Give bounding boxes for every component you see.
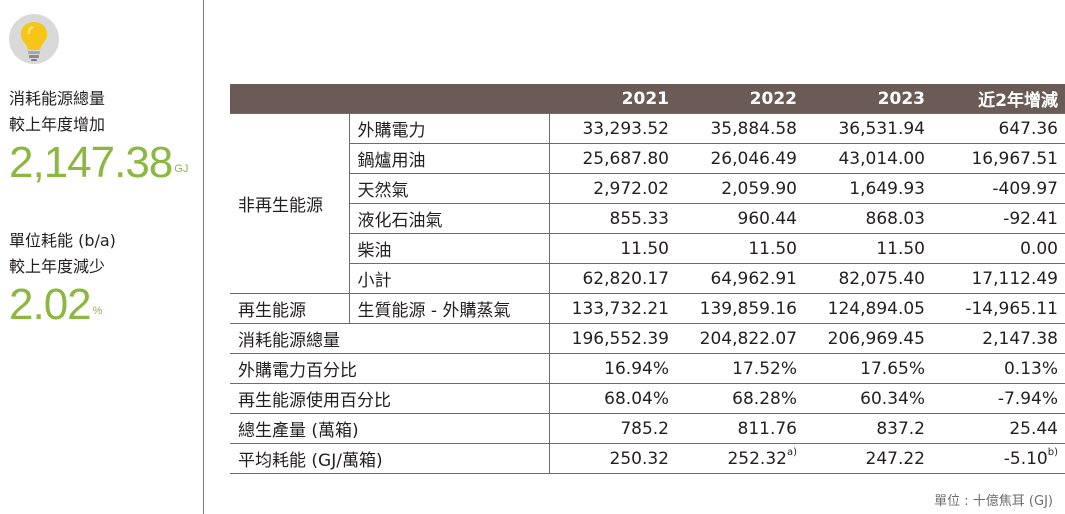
cell-2021: 855.33: [549, 203, 677, 234]
cell-2023: 868.03: [805, 203, 933, 234]
cell-2021: 11.50: [549, 233, 677, 264]
cell-value: 252.32: [727, 448, 787, 469]
row-label: 再生能源使用百分比: [230, 383, 550, 414]
energy-total-unit: GJ: [174, 163, 189, 175]
row-label: 液化石油氣: [349, 203, 550, 234]
table-row: 小計 62,820.17 64,962.91 82,075.40 17,112.…: [230, 263, 1065, 294]
cell-2021: 785.2: [549, 413, 677, 444]
table-row: 平均耗能 (GJ/萬箱) 250.32 252.32a) 247.22 -5.1…: [230, 443, 1065, 474]
energy-total-label: 消耗能源總量 較上年度增加: [9, 89, 106, 134]
cell-2022: 17.52%: [677, 353, 805, 384]
cell-change: -14,965.11: [933, 293, 1065, 324]
header-2023: 2023: [805, 84, 933, 114]
cell-2021: 133,732.21: [549, 293, 677, 324]
row-label: 消耗能源總量: [230, 323, 550, 354]
cell-2023: 837.2: [805, 413, 933, 444]
cell-2023: 247.22: [805, 443, 933, 474]
sidebar-panel: 消耗能源總量 較上年度增加 2,147.38 GJ 單位耗能 (b/a) 較上年度…: [0, 0, 204, 514]
table-row: 總生產量 (萬箱) 785.2 811.76 837.2 25.44: [230, 413, 1065, 444]
header-blank-1: [230, 84, 349, 114]
row-label: 平均耗能 (GJ/萬箱): [230, 443, 550, 474]
cell-value: -5.10: [1003, 448, 1048, 469]
footnote-marker: b): [1047, 446, 1058, 458]
cell-2023: 11.50: [805, 233, 933, 264]
row-label: 生質能源 - 外購蒸氣: [349, 293, 550, 324]
table-row: 柴油 11.50 11.50 11.50 0.00: [230, 233, 1065, 264]
cell-2022: 26,046.49: [677, 143, 805, 174]
cell-2022: 11.50: [677, 233, 805, 264]
cell-2022: 139,859.16: [677, 293, 805, 324]
cell-change: -7.94%: [933, 383, 1065, 414]
energy-table: 2021 2022 2023 近2年增減 非再生能源 外購電力 33,293.5…: [230, 84, 1065, 474]
header-blank-2: [349, 84, 549, 114]
cell-change: 0.13%: [933, 353, 1065, 384]
cell-2022: 204,822.07: [677, 323, 805, 354]
row-label: 天然氣: [349, 173, 550, 204]
row-label: 柴油: [349, 233, 550, 264]
row-label: 外購電力百分比: [230, 353, 550, 384]
unit-energy-unit: %: [92, 305, 103, 317]
cell-2023: 206,969.45: [805, 323, 933, 354]
cell-2021: 62,820.17: [549, 263, 677, 294]
cell-2023: 60.34%: [805, 383, 933, 414]
row-label: 小計: [349, 263, 550, 294]
cell-2023: 36,531.94: [805, 113, 933, 144]
row-label: 鍋爐用油: [349, 143, 550, 174]
energy-total-value: 2,147.38 GJ: [9, 138, 189, 187]
table-header-row: 2021 2022 2023 近2年增減: [230, 84, 1065, 114]
cell-2023: 124,894.05: [805, 293, 933, 324]
table-row: 再生能源 生質能源 - 外購蒸氣 133,732.21 139,859.16 1…: [230, 293, 1065, 324]
cell-change: 0.00: [933, 233, 1065, 264]
row-label: 總生產量 (萬箱): [230, 413, 550, 444]
unit-energy-label: 單位耗能 (b/a) 較上年度減少: [9, 231, 116, 276]
cell-2022: 2,059.90: [677, 173, 805, 204]
cell-2022: 960.44: [677, 203, 805, 234]
cell-2023: 43,014.00: [805, 143, 933, 174]
cell-change: -5.10b): [933, 443, 1065, 474]
cell-2021: 196,552.39: [549, 323, 677, 354]
cell-2023: 1,649.93: [805, 173, 933, 204]
table-row: 再生能源使用百分比 68.04% 68.28% 60.34% -7.94%: [230, 383, 1065, 414]
cell-2021: 16.94%: [549, 353, 677, 384]
cell-2022: 35,884.58: [677, 113, 805, 144]
renewable-group-label: 再生能源: [230, 293, 350, 324]
unit-energy-value: 2.02%: [9, 280, 103, 329]
table-row: 消耗能源總量 196,552.39 204,822.07 206,969.45 …: [230, 323, 1065, 354]
cell-change: 2,147.38: [933, 323, 1065, 354]
cell-change: 647.36: [933, 113, 1065, 144]
cell-change: 17,112.49: [933, 263, 1065, 294]
header-2022: 2022: [677, 84, 805, 114]
cell-change: 25.44: [933, 413, 1065, 444]
header-2021: 2021: [549, 84, 677, 114]
cell-2022: 68.28%: [677, 383, 805, 414]
header-change: 近2年增減: [933, 84, 1065, 114]
table-row: 天然氣 2,972.02 2,059.90 1,649.93 -409.97: [230, 173, 1065, 204]
table-row: 非再生能源 外購電力 33,293.52 35,884.58 36,531.94…: [230, 113, 1065, 294]
cell-change: -409.97: [933, 173, 1065, 204]
unit-note: 單位 : 十億焦耳 (GJ): [934, 494, 1053, 509]
cell-2021: 25,687.80: [549, 143, 677, 174]
cell-2021: 250.32: [549, 443, 677, 474]
cell-2021: 33,293.52: [549, 113, 677, 144]
table-row: 鍋爐用油 25,687.80 26,046.49 43,014.00 16,96…: [230, 143, 1065, 174]
cell-2022: 252.32a): [677, 443, 805, 474]
table-row: 液化石油氣 855.33 960.44 868.03 -92.41: [230, 203, 1065, 234]
row-label: 外購電力: [349, 113, 550, 144]
lightbulb-icon: [9, 14, 59, 64]
footnote-marker: a): [786, 446, 797, 458]
cell-2022: 811.76: [677, 413, 805, 444]
cell-2023: 82,075.40: [805, 263, 933, 294]
cell-2022: 64,962.91: [677, 263, 805, 294]
nonrenewable-group-label: 非再生能源: [230, 113, 350, 294]
cell-change: 16,967.51: [933, 143, 1065, 174]
cell-2023: 17.65%: [805, 353, 933, 384]
cell-change: -92.41: [933, 203, 1065, 234]
cell-2021: 68.04%: [549, 383, 677, 414]
table-row: 外購電力百分比 16.94% 17.52% 17.65% 0.13%: [230, 353, 1065, 384]
cell-2021: 2,972.02: [549, 173, 677, 204]
